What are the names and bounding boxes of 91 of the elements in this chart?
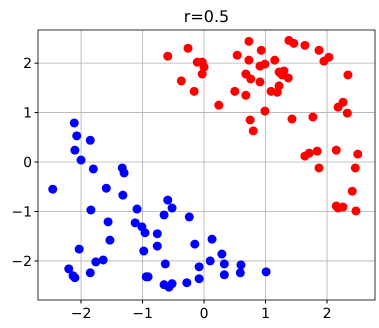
point bbox=[152, 242, 162, 251]
point bbox=[48, 184, 58, 194]
point bbox=[132, 204, 142, 214]
point bbox=[287, 114, 296, 124]
point bbox=[350, 163, 360, 172]
point bbox=[248, 126, 258, 136]
point bbox=[272, 88, 282, 97]
point bbox=[70, 146, 80, 155]
point bbox=[232, 50, 242, 60]
point bbox=[91, 257, 100, 266]
point bbox=[314, 46, 324, 55]
point bbox=[256, 46, 266, 55]
x-tick-label: −1 bbox=[132, 306, 153, 322]
point bbox=[206, 256, 215, 266]
point bbox=[163, 196, 172, 205]
point bbox=[140, 228, 150, 238]
point bbox=[102, 184, 111, 193]
point bbox=[190, 240, 200, 249]
point bbox=[270, 56, 280, 65]
point bbox=[72, 131, 82, 140]
y-tick-label: 2 bbox=[23, 56, 32, 72]
x-tick-label: 0 bbox=[200, 306, 208, 322]
point bbox=[256, 77, 264, 86]
point bbox=[319, 56, 328, 66]
chart-title: r=0.5 bbox=[184, 7, 230, 26]
point bbox=[241, 90, 250, 100]
point bbox=[334, 102, 343, 112]
point bbox=[304, 148, 314, 158]
x-tick-label: 1 bbox=[261, 306, 270, 322]
point bbox=[262, 267, 271, 276]
point bbox=[332, 146, 341, 155]
point bbox=[152, 229, 162, 238]
point bbox=[70, 118, 79, 128]
point bbox=[220, 270, 229, 280]
point bbox=[104, 217, 113, 226]
point bbox=[105, 236, 114, 245]
point bbox=[64, 264, 74, 274]
point bbox=[194, 274, 204, 284]
point bbox=[163, 52, 172, 61]
y-tick-label: −2 bbox=[11, 254, 32, 270]
point bbox=[184, 212, 194, 222]
point bbox=[220, 259, 229, 268]
point bbox=[184, 44, 193, 53]
point bbox=[118, 190, 128, 200]
point bbox=[160, 210, 169, 220]
point bbox=[353, 150, 362, 159]
point bbox=[351, 206, 360, 216]
point bbox=[217, 250, 226, 259]
point bbox=[312, 146, 322, 156]
point bbox=[130, 218, 140, 228]
point bbox=[236, 268, 245, 278]
point bbox=[260, 106, 270, 116]
point bbox=[246, 116, 255, 124]
point bbox=[244, 56, 254, 65]
point bbox=[236, 260, 246, 270]
y-tick-label: 0 bbox=[23, 154, 32, 171]
point bbox=[120, 168, 129, 178]
y-tick-label: −1 bbox=[11, 204, 32, 220]
point bbox=[256, 62, 264, 71]
point bbox=[289, 38, 298, 48]
point bbox=[182, 278, 192, 288]
point bbox=[86, 136, 95, 145]
point bbox=[284, 73, 293, 82]
point bbox=[160, 259, 170, 268]
point bbox=[86, 206, 96, 214]
point bbox=[168, 279, 177, 288]
point bbox=[190, 86, 199, 96]
point bbox=[208, 234, 217, 244]
x-tick-label: −2 bbox=[70, 306, 92, 322]
point bbox=[88, 164, 98, 174]
point bbox=[86, 268, 95, 278]
point bbox=[300, 40, 310, 50]
point bbox=[246, 74, 256, 84]
point bbox=[194, 262, 204, 272]
point bbox=[342, 108, 352, 118]
point bbox=[198, 70, 207, 79]
point bbox=[76, 156, 86, 165]
point bbox=[74, 244, 84, 254]
point bbox=[308, 112, 318, 122]
point bbox=[98, 255, 108, 264]
point bbox=[314, 163, 324, 172]
point bbox=[168, 204, 177, 213]
point bbox=[244, 36, 254, 46]
point bbox=[348, 186, 357, 196]
point bbox=[343, 70, 352, 80]
point bbox=[230, 86, 240, 96]
point bbox=[139, 246, 148, 256]
x-tick-label: 2 bbox=[322, 306, 332, 322]
point bbox=[176, 76, 186, 86]
y-tick-label: 1 bbox=[23, 105, 32, 122]
point bbox=[214, 100, 224, 110]
